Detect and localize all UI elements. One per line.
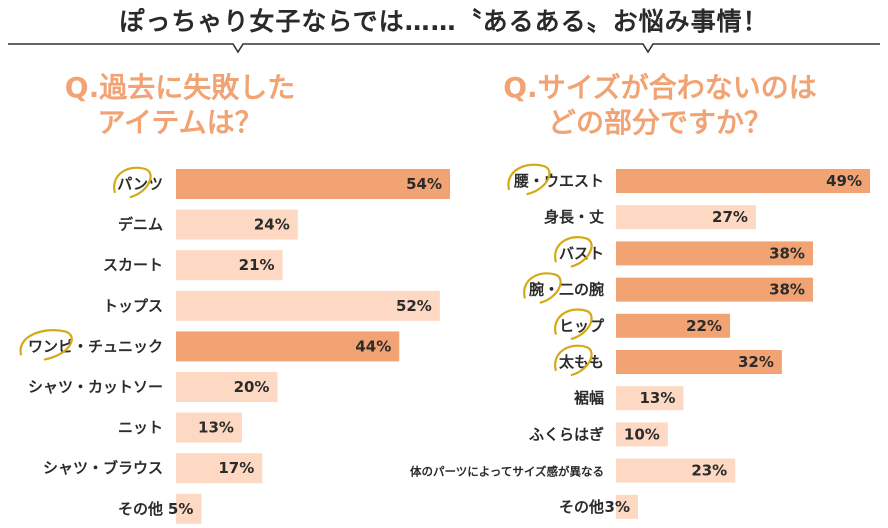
highlight-circle [507, 163, 551, 196]
category-label: スカート [103, 256, 163, 274]
category-label: その他 [118, 500, 163, 518]
category-label: デニム [118, 216, 163, 234]
highlight-circle [554, 236, 593, 268]
highlight-circle [523, 272, 562, 304]
bar-1-4 [176, 331, 400, 362]
value-label: 52% [396, 297, 432, 315]
category-label: ニット [118, 419, 163, 437]
value-label: 3% [605, 498, 630, 516]
bar-1-6 [176, 412, 242, 443]
highlight-circle [19, 329, 73, 361]
value-label: 49% [826, 172, 862, 190]
highlight-circle [554, 344, 593, 377]
category-label: シャツ・ブラウス [43, 459, 163, 477]
category-label: バスト [559, 244, 604, 262]
question-1-line1: Q.過去に失敗した [64, 71, 296, 104]
bar-1-5 [176, 372, 278, 402]
question-1-line2: アイテムは？ [97, 106, 263, 139]
bar-1-1 [176, 209, 298, 240]
category-label: 太もも [559, 353, 604, 371]
bar-2-3 [616, 277, 813, 302]
bar-2-2 [616, 241, 813, 266]
value-label: 32% [738, 353, 774, 371]
bar-2-0 [616, 169, 870, 193]
bar-2-4 [616, 313, 731, 338]
category-label: シャツ・カットソー [28, 378, 163, 396]
question-2-line2: どの部分ですか？ [547, 106, 772, 139]
value-label: 54% [406, 175, 442, 193]
category-label: その他 [559, 498, 604, 516]
bar-1-2 [176, 250, 283, 281]
category-label: 腰・ウエスト [513, 172, 604, 190]
bar-1-7 [176, 453, 263, 484]
value-label: 21% [239, 256, 275, 274]
bar-2-8 [616, 458, 736, 483]
bar-1-3 [176, 290, 440, 321]
question-2-line1: Q.サイズが合わないのは [503, 71, 817, 104]
question-2-title: Q.サイズが合わないのは どの部分ですか？ [450, 70, 870, 140]
value-label: 38% [769, 244, 805, 262]
bar-2-5 [616, 350, 782, 374]
value-label: 27% [712, 208, 748, 226]
category-label: ふくらはぎ [529, 425, 604, 443]
value-label: 5% [168, 500, 193, 518]
bar-2-1 [616, 205, 756, 230]
category-label: 裾幅 [574, 389, 604, 407]
value-label: 22% [686, 317, 722, 335]
category-label: トップス [103, 297, 163, 315]
category-label: 身長・丈 [544, 208, 604, 226]
bar-2-9 [616, 494, 638, 519]
value-label: 17% [218, 459, 254, 477]
highlight-circle [554, 308, 593, 340]
bar-2-7 [616, 422, 668, 447]
value-label: 44% [355, 337, 391, 355]
value-label: 38% [769, 281, 805, 299]
category-label: ワンピ・チュニック [28, 337, 163, 355]
value-label: 13% [639, 389, 675, 407]
value-label: 20% [234, 378, 270, 396]
category-label: 体のパーツによってサイズ感が異なる [410, 465, 604, 479]
bar-1-8 [176, 493, 202, 524]
category-label: パンツ [117, 175, 163, 193]
highlight-circle [113, 166, 152, 199]
category-label: ヒップ [559, 317, 605, 335]
value-label: 24% [254, 216, 290, 234]
page-title: ぽっちゃり女子ならでは……〝あるある〟お悩み事情！ [119, 7, 769, 36]
value-label: 13% [198, 419, 234, 437]
bar-1-0 [176, 169, 450, 199]
bar-2-6 [616, 386, 684, 411]
value-label: 10% [624, 425, 660, 443]
header-divider [8, 43, 880, 54]
question-1-title: Q.過去に失敗した アイテムは？ [20, 70, 340, 140]
value-label: 23% [691, 462, 727, 480]
category-label: 腕・二の腕 [529, 281, 604, 299]
